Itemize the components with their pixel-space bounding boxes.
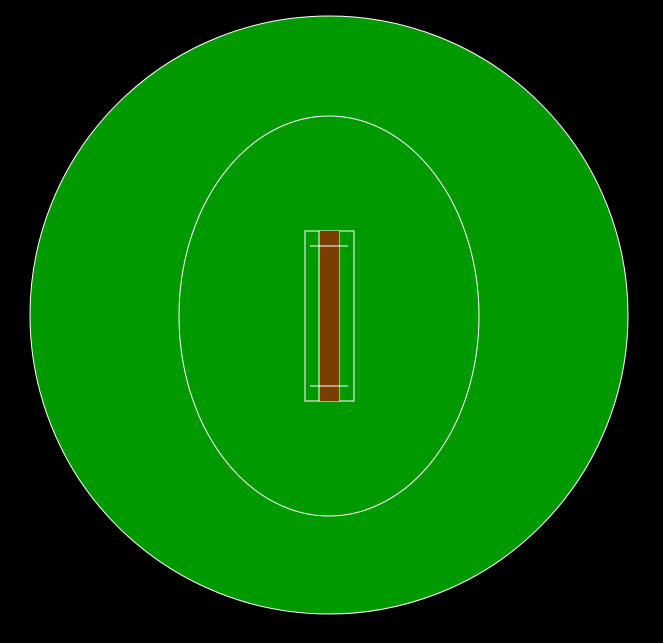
pitch-strip xyxy=(320,231,339,401)
inner-circle-line xyxy=(178,115,480,517)
